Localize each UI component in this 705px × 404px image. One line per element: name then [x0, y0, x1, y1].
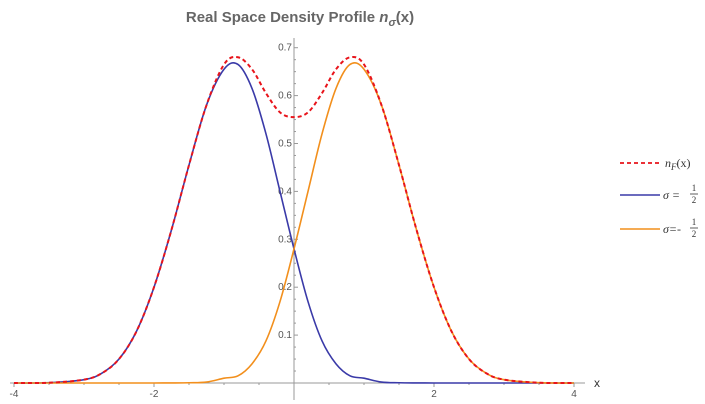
series-lines: [13, 55, 575, 385]
x-tick-label: 4: [571, 389, 577, 400]
legend-frac-num-sigma-minus: 1: [692, 217, 697, 227]
y-tick-label: 0.5: [278, 139, 292, 150]
legend-item-nf: nF(x): [620, 156, 691, 172]
legend-frac-den-sigma-plus: 2: [692, 195, 697, 205]
legend-frac-num-sigma-plus: 1: [692, 183, 697, 193]
y-tick-label: 0.7: [278, 43, 292, 54]
legend-frac-den-sigma-minus: 2: [692, 229, 697, 239]
legend-label-sigma-minus: σ=-: [663, 222, 681, 236]
axis-ticks: -4 -2 2 4 0.1 0.2 0.3 0.4 0.5 0.6 0.7: [10, 43, 578, 400]
y-tick-label: 0.3: [278, 234, 292, 245]
y-tick-label: 0.4: [278, 186, 292, 197]
legend-label-nf: nF(x): [665, 156, 691, 172]
y-tick-label: 0.6: [278, 91, 292, 102]
series-line-nf: [13, 55, 575, 385]
legend-item-sigma-plus: σ = 1 2: [620, 183, 698, 205]
y-tick-label: 0.2: [278, 282, 292, 293]
x-tick-label: -2: [150, 389, 159, 400]
x-tick-label: 2: [431, 389, 437, 400]
legend: nF(x) σ = 1 2 σ=- 1 2: [620, 156, 698, 239]
legend-item-sigma-minus: σ=- 1 2: [620, 217, 698, 239]
x-tick-label: -4: [10, 389, 19, 400]
legend-label-sigma-plus: σ =: [663, 188, 680, 202]
x-axis-label: x: [594, 376, 600, 390]
chart-title: Real Space Density Profile nσ(x): [186, 9, 414, 29]
y-tick-label: 0.1: [278, 330, 292, 341]
